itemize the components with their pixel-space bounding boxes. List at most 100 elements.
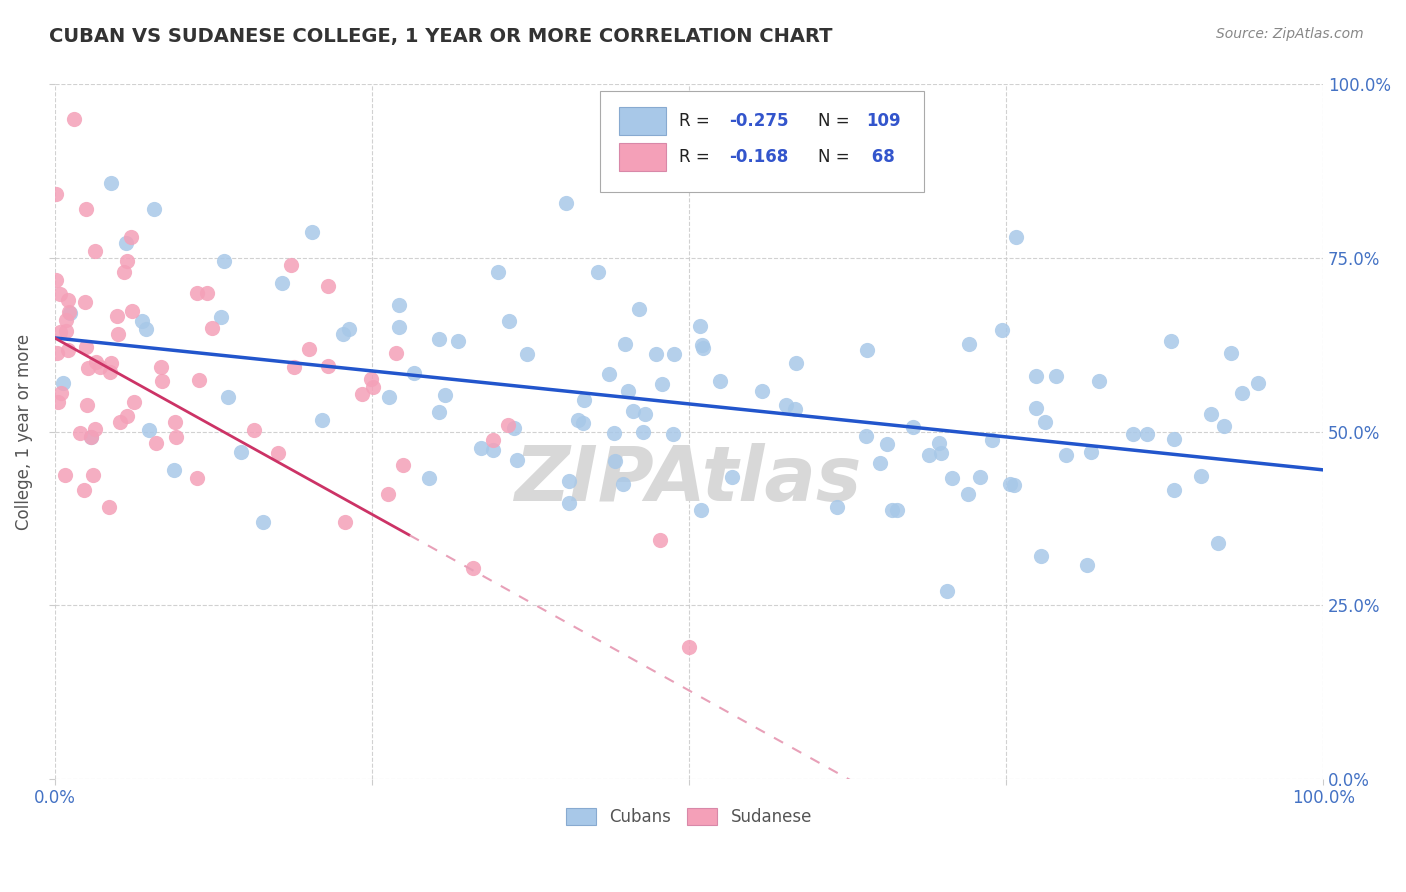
Point — [1136, 426, 1159, 441]
Point — [1160, 334, 1182, 348]
Point — [363, 380, 385, 394]
Point — [427, 405, 450, 419]
Point — [388, 320, 411, 334]
Point — [163, 463, 186, 477]
Point — [360, 372, 382, 386]
Point — [316, 279, 339, 293]
Point — [298, 343, 321, 357]
Point — [115, 409, 138, 423]
Point — [1045, 369, 1067, 384]
Point — [115, 236, 138, 251]
Point — [651, 377, 673, 392]
Point — [333, 515, 356, 529]
Point — [62, 112, 84, 127]
Point — [188, 373, 211, 387]
Point — [145, 436, 167, 450]
Point — [59, 306, 82, 320]
Point — [100, 355, 122, 369]
Point — [506, 453, 529, 467]
Point — [612, 477, 634, 491]
Point — [882, 502, 904, 516]
Point — [427, 332, 450, 346]
Point — [1002, 478, 1025, 492]
Point — [217, 390, 239, 404]
Point — [574, 393, 596, 408]
Point — [498, 314, 520, 328]
Point — [121, 303, 143, 318]
Point — [120, 230, 142, 244]
Point — [470, 441, 492, 455]
Text: N =: N = — [818, 148, 855, 167]
Point — [855, 429, 877, 443]
Point — [690, 338, 713, 352]
Point — [301, 225, 323, 239]
Point — [75, 202, 97, 217]
Y-axis label: College, 1 year or more: College, 1 year or more — [15, 334, 32, 530]
Point — [49, 326, 72, 340]
Text: -0.168: -0.168 — [730, 148, 789, 167]
Point — [1004, 230, 1026, 244]
Point — [243, 423, 266, 437]
Point — [122, 395, 145, 409]
Point — [1033, 415, 1056, 429]
Point — [1247, 376, 1270, 390]
Point — [283, 360, 305, 375]
Point — [901, 420, 924, 434]
Point — [650, 533, 672, 547]
Point — [1206, 535, 1229, 549]
Point — [58, 343, 80, 357]
Point — [1088, 374, 1111, 388]
Point — [97, 500, 120, 515]
Point — [105, 309, 128, 323]
Point — [558, 475, 581, 489]
Point — [270, 276, 292, 290]
Point — [516, 346, 538, 360]
Point — [229, 444, 252, 458]
Point — [598, 367, 620, 381]
Point — [186, 286, 208, 301]
Point — [603, 425, 626, 440]
FancyBboxPatch shape — [600, 91, 924, 192]
Point — [252, 516, 274, 530]
Point — [402, 366, 425, 380]
Point — [1163, 432, 1185, 446]
Point — [100, 176, 122, 190]
Point — [434, 388, 457, 402]
Point — [377, 487, 399, 501]
Point — [886, 502, 908, 516]
Point — [957, 486, 980, 500]
Point — [149, 360, 172, 375]
Point — [957, 336, 980, 351]
Point — [662, 427, 685, 442]
Point — [869, 456, 891, 470]
Point — [186, 471, 208, 485]
Point — [876, 437, 898, 451]
Point — [76, 397, 98, 411]
Point — [209, 310, 232, 324]
Point — [1054, 449, 1077, 463]
Point — [267, 446, 290, 460]
Point — [623, 403, 645, 417]
Point — [108, 415, 131, 429]
Point — [69, 425, 91, 440]
Point — [486, 265, 509, 279]
Point — [856, 343, 879, 357]
Point — [55, 313, 77, 327]
Point — [751, 384, 773, 398]
Point — [482, 443, 505, 458]
Point — [388, 298, 411, 312]
Point — [633, 425, 655, 439]
Point — [785, 355, 807, 369]
Point — [634, 407, 657, 421]
Text: N =: N = — [818, 112, 855, 130]
Point — [827, 500, 849, 514]
Point — [613, 337, 636, 351]
Point — [138, 423, 160, 437]
Point — [689, 318, 711, 333]
Point — [82, 468, 104, 483]
Point — [89, 359, 111, 374]
FancyBboxPatch shape — [619, 107, 666, 135]
Point — [165, 430, 187, 444]
Point — [84, 355, 107, 369]
Point — [143, 202, 166, 217]
